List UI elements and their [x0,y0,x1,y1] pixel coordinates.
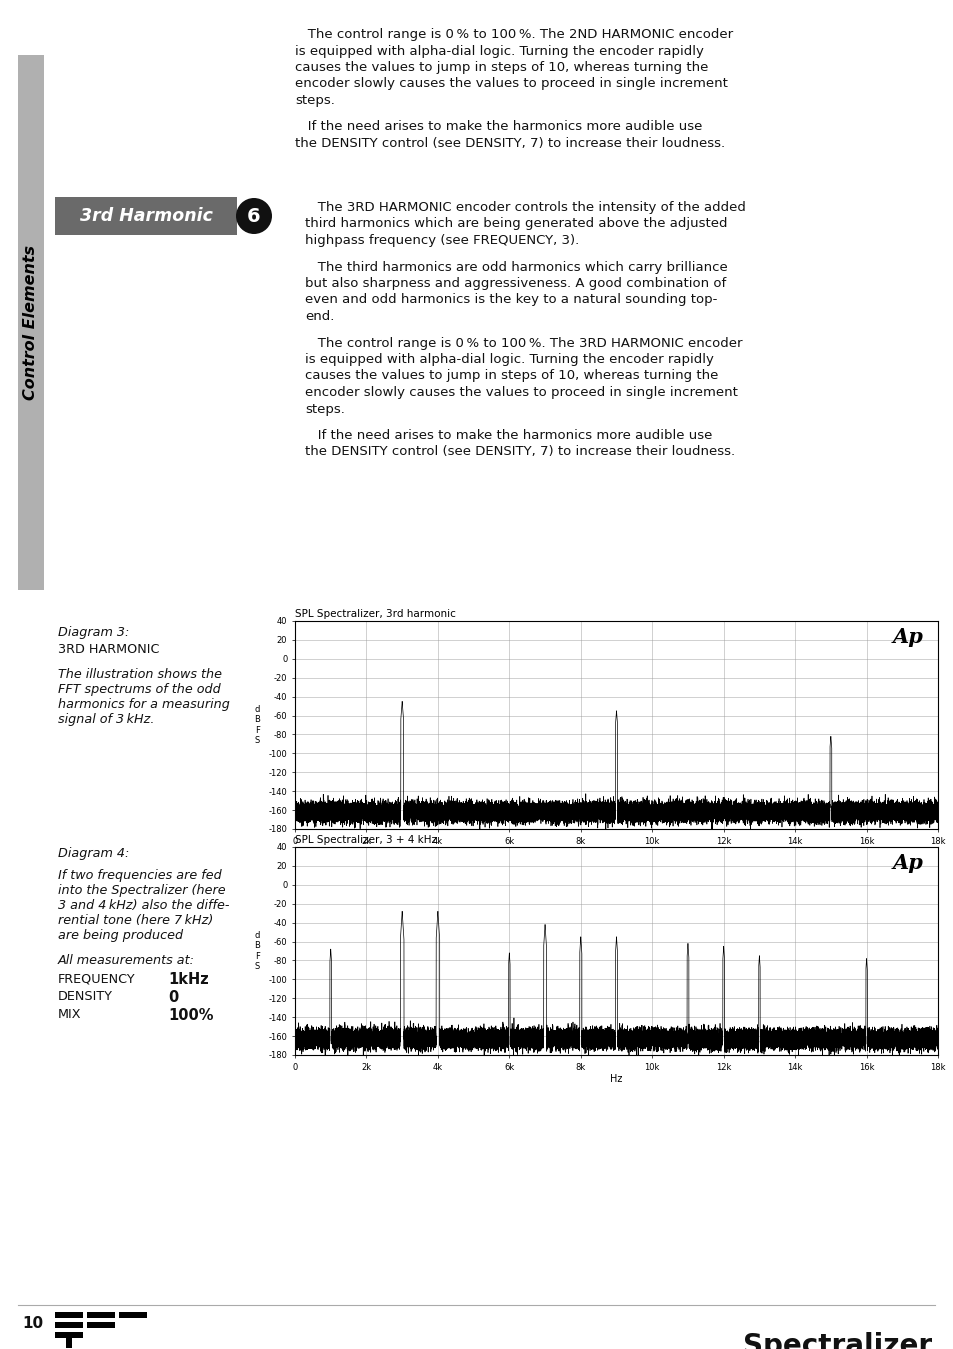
Text: The control range is 0 % to 100 %. The 2ND HARMONIC encoder: The control range is 0 % to 100 %. The 2… [294,28,732,40]
Text: The illustration shows the: The illustration shows the [58,668,222,681]
Text: Control Elements: Control Elements [24,246,38,401]
Text: FFT spectrums of the odd: FFT spectrums of the odd [58,683,220,696]
Text: All measurements at:: All measurements at: [58,954,194,967]
Text: is equipped with alpha-dial logic. Turning the encoder rapidly: is equipped with alpha-dial logic. Turni… [294,45,703,58]
Text: Diagram 3:: Diagram 3: [58,626,129,639]
Text: end.: end. [305,310,334,322]
Bar [119,1313,147,1318]
Text: FREQUENCY: FREQUENCY [58,973,135,985]
Text: steps.: steps. [294,94,335,107]
Text: are being produced: are being produced [58,929,183,942]
Text: steps.: steps. [305,402,345,415]
Text: 3rd Harmonic: 3rd Harmonic [79,206,213,225]
Text: even and odd harmonics is the key to a natural sounding top-: even and odd harmonics is the key to a n… [305,294,717,306]
X-axis label: Hz: Hz [610,1074,622,1085]
Text: highpass frequency (see FREQUENCY, 3).: highpass frequency (see FREQUENCY, 3). [305,233,578,247]
Text: signal of 3 kHz.: signal of 3 kHz. [58,714,154,726]
Text: 3 and 4 kHz) also the diffe-: 3 and 4 kHz) also the diffe- [58,898,230,912]
Text: The 3RD HARMONIC encoder controls the intensity of the added: The 3RD HARMONIC encoder controls the in… [305,201,745,214]
Text: third harmonics which are being generated above the adjusted: third harmonics which are being generate… [305,217,727,231]
Bar [55,197,236,235]
Text: DENSITY: DENSITY [58,990,112,1004]
Text: SPL Spectralizer, 3rd harmonic: SPL Spectralizer, 3rd harmonic [294,608,456,619]
Text: but also sharpness and aggressiveness. A good combination of: but also sharpness and aggressiveness. A… [305,277,725,290]
Text: into the Spectralizer (here: into the Spectralizer (here [58,884,226,897]
Text: 0: 0 [168,990,178,1005]
Text: the DENSITY control (see DENSITY, 7) to increase their loudness.: the DENSITY control (see DENSITY, 7) to … [294,138,724,150]
Bar [66,1338,71,1348]
X-axis label: Hz: Hz [610,849,622,858]
Text: 6: 6 [247,206,260,225]
Text: Diagram 4:: Diagram 4: [58,847,129,861]
Text: 100%: 100% [168,1008,213,1023]
Bar [18,55,44,590]
Text: 1kHz: 1kHz [168,973,209,987]
Bar [55,1322,83,1327]
Text: the DENSITY control (see DENSITY, 7) to increase their loudness.: the DENSITY control (see DENSITY, 7) to … [305,445,735,459]
Text: If the need arises to make the harmonics more audible use: If the need arises to make the harmonics… [294,120,701,134]
Y-axis label: d
B
F
S: d B F S [254,931,260,971]
Text: Ap: Ap [892,627,923,648]
Text: If the need arises to make the harmonics more audible use: If the need arises to make the harmonics… [305,429,712,442]
Text: Spectralizer: Spectralizer [742,1331,931,1349]
Text: encoder slowly causes the values to proceed in single increment: encoder slowly causes the values to proc… [294,77,727,90]
Y-axis label: d
B
F
S: d B F S [254,706,260,745]
Text: SPL Spectralizer, 3 + 4 kHz: SPL Spectralizer, 3 + 4 kHz [294,835,436,844]
Text: harmonics for a measuring: harmonics for a measuring [58,697,230,711]
Bar [87,1313,115,1318]
Text: If two frequencies are fed: If two frequencies are fed [58,869,221,882]
Text: 3RD HARMONIC: 3RD HARMONIC [58,643,159,656]
Text: The third harmonics are odd harmonics which carry brilliance: The third harmonics are odd harmonics wh… [305,260,727,274]
Text: rential tone (here 7 kHz): rential tone (here 7 kHz) [58,915,213,927]
Text: The control range is 0 % to 100 %. The 3RD HARMONIC encoder: The control range is 0 % to 100 %. The 3… [305,336,741,349]
Text: causes the values to jump in steps of 10, whereas turning the: causes the values to jump in steps of 10… [305,370,718,383]
Bar [87,1322,115,1327]
Text: causes the values to jump in steps of 10, whereas turning the: causes the values to jump in steps of 10… [294,61,708,74]
Circle shape [235,198,272,233]
Text: is equipped with alpha-dial logic. Turning the encoder rapidly: is equipped with alpha-dial logic. Turni… [305,353,713,366]
Text: Ap: Ap [892,853,923,873]
Bar [55,1313,83,1318]
Text: MIX: MIX [58,1008,81,1021]
Bar [55,1331,83,1338]
Text: 10: 10 [22,1317,43,1331]
Text: encoder slowly causes the values to proceed in single increment: encoder slowly causes the values to proc… [305,386,737,399]
